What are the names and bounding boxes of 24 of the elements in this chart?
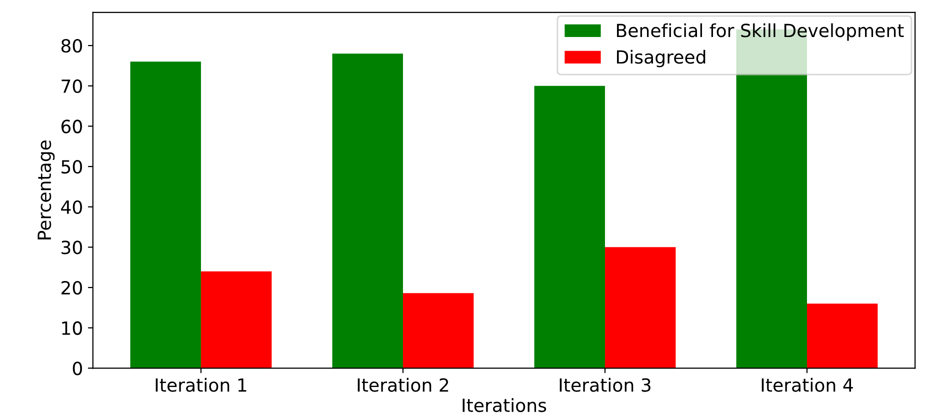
x-axis-title: Iterations <box>462 398 546 412</box>
legend-label: Disagreed <box>616 50 706 68</box>
x-tick-label: Iteration 2 <box>358 378 448 392</box>
y-tick-label: 60 <box>61 120 82 134</box>
y-tick-label: 30 <box>62 240 82 254</box>
y-tick-label: 20 <box>62 280 82 295</box>
bar <box>604 247 676 368</box>
bar <box>806 304 878 368</box>
bar <box>402 293 474 368</box>
y-tick-label: 50 <box>62 160 82 174</box>
y-axis-title: Percentage <box>38 140 55 240</box>
y-tick-label: 10 <box>62 321 82 335</box>
x-tick-label: Iteration 1 <box>156 378 246 392</box>
y-tick-label: 80 <box>61 39 82 53</box>
legend-label: Beneficial for Skill Development <box>616 23 904 41</box>
x-tick-label: Iteration 3 <box>560 378 650 392</box>
x-tick-label: Iteration 4 <box>762 378 853 392</box>
bar <box>130 62 201 368</box>
bar <box>200 271 272 368</box>
y-tick-label: 0 <box>72 362 82 376</box>
y-tick-label: 70 <box>62 79 82 93</box>
y-tick-label: 40 <box>61 200 82 214</box>
bar <box>332 54 403 368</box>
bar <box>534 86 605 368</box>
